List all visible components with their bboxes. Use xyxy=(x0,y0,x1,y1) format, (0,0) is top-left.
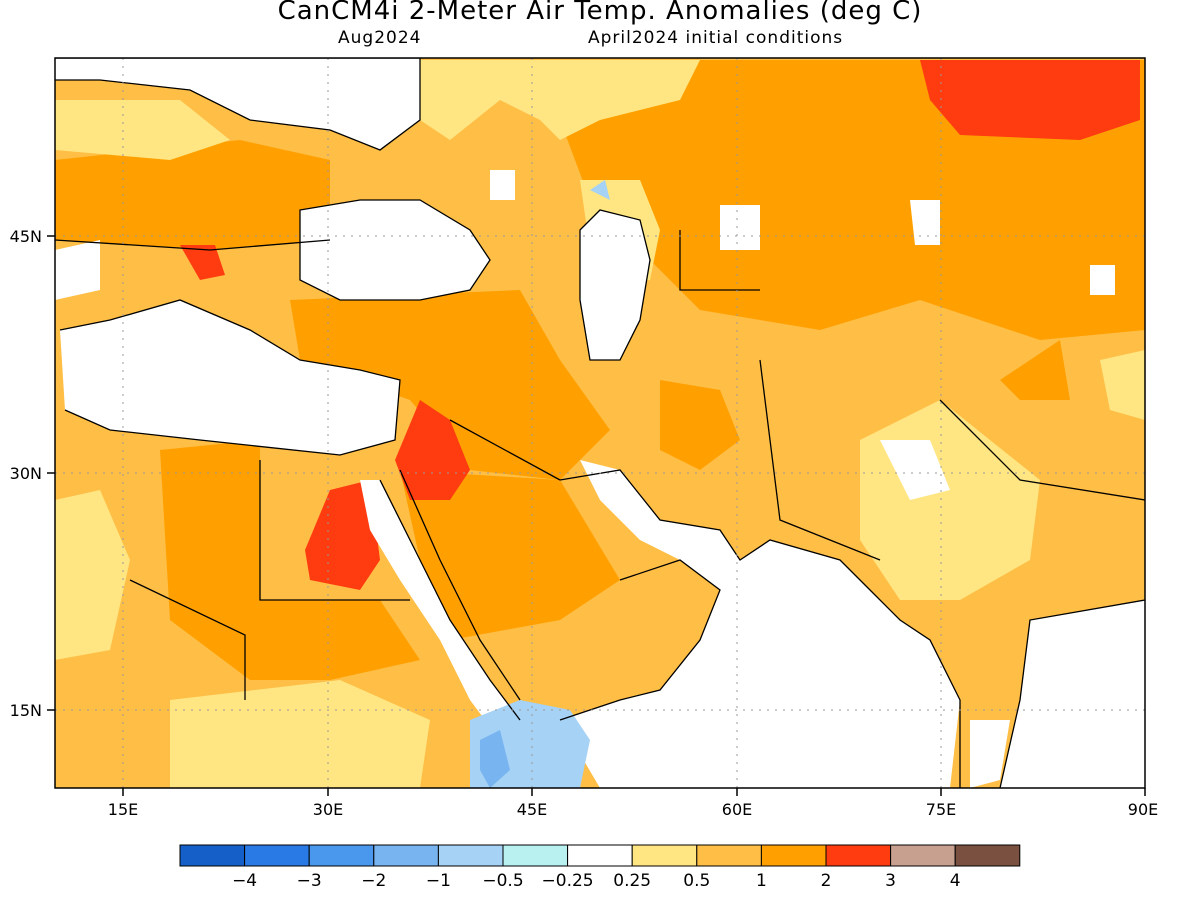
valid-month-label: Aug2024 xyxy=(338,28,422,48)
lon-label-45e: 45E xyxy=(517,800,547,819)
anomaly-zone-yellow-west-africa xyxy=(55,490,130,660)
anomaly-zone-orange-iran xyxy=(660,380,740,470)
anomaly-zone-orange-arabia xyxy=(400,470,620,640)
anomaly-zone-yellow-east xyxy=(1100,350,1145,420)
coastline-caspian xyxy=(579,209,651,361)
ocean-arabian-sea xyxy=(560,460,960,788)
coastline-oman xyxy=(559,559,721,721)
colorbar-label: 2 xyxy=(821,871,832,891)
colorbar-swatch xyxy=(825,844,892,867)
colorbar-label: 0.5 xyxy=(683,871,710,891)
colorbar-swatch xyxy=(567,844,633,867)
anomaly-zone-orange-tibet xyxy=(1000,340,1070,400)
coastline-layer xyxy=(55,58,1145,788)
colorbar-label: 4 xyxy=(950,871,961,891)
colorbar-label: 3 xyxy=(885,871,896,891)
ocean-sri-lanka-gap xyxy=(970,720,1010,788)
colorbar-label: 1 xyxy=(756,871,767,891)
anomaly-zone-orange-europe xyxy=(55,140,330,250)
colorbar-swatch xyxy=(631,844,698,867)
coastline-north xyxy=(55,58,421,151)
ocean-north-sea xyxy=(55,58,420,150)
map-frame xyxy=(54,57,1146,789)
missing-issyk xyxy=(1090,265,1115,295)
anomaly-zone-red-mongolia xyxy=(920,60,1140,140)
chart-title: CanCM4i 2-Meter Air Temp. Anomalies (deg… xyxy=(277,0,923,26)
colorbar-swatch xyxy=(760,844,827,867)
anomaly-zone-orange-sahara xyxy=(160,440,420,680)
lon-label-30e: 30E xyxy=(313,800,343,819)
colorbar-swatch xyxy=(502,844,569,867)
lon-label-90e: 90E xyxy=(1128,800,1158,819)
lon-label-60e: 60E xyxy=(722,800,752,819)
colorbar-label: 0.25 xyxy=(613,871,651,891)
colorbar-swatch xyxy=(179,844,246,867)
ocean-black-sea xyxy=(300,200,490,300)
colorbar-swatch xyxy=(373,844,439,867)
missing-italy-west xyxy=(55,240,100,300)
lon-label-15e: 15E xyxy=(108,800,138,819)
coastline-black-sea xyxy=(299,199,491,301)
colorbar: −4 −3 −2 −1 −0.5 −0.25 0.25 0.5 1 2 3 4 xyxy=(179,844,1021,891)
anomaly-zone-red-balkans xyxy=(180,245,225,280)
lat-label-15n: 15N xyxy=(10,701,42,720)
init-conditions-label: April2024 initial conditions xyxy=(588,28,844,48)
coastline-arabian-sea xyxy=(559,469,961,788)
anomaly-zone-orange-turkey-iraq xyxy=(290,290,610,480)
missing-thar xyxy=(880,440,950,500)
colorbar-swatch xyxy=(244,844,310,867)
country-borders xyxy=(55,230,1145,700)
lon-label-75e: 75E xyxy=(926,800,956,819)
colorbar-swatch xyxy=(308,844,375,867)
missing-balkhash xyxy=(910,200,940,245)
ocean-red-sea xyxy=(360,480,520,740)
colorbar-label: −3 xyxy=(297,871,322,891)
coastline-bay-of-bengal xyxy=(999,599,1145,788)
anomaly-zone-yellow-russia xyxy=(420,60,700,140)
colorbar-swatch xyxy=(954,844,1021,867)
colorbar-label: −0.25 xyxy=(542,871,594,891)
gridlines xyxy=(55,58,1145,788)
colorbar-label: −2 xyxy=(361,871,386,891)
anomaly-zone-yellow-north-europe xyxy=(55,100,230,160)
colorbar-swatch xyxy=(696,844,762,867)
colorbar-label: −1 xyxy=(426,871,451,891)
coastline-red-sea xyxy=(379,469,521,721)
colorbar-label: −4 xyxy=(232,871,257,891)
anomaly-zone-yellow-sahel xyxy=(170,680,430,788)
colorbar-swatch xyxy=(437,844,504,867)
anomaly-zone-red-jordan xyxy=(395,400,470,500)
missing-volga xyxy=(490,170,515,200)
ocean-bay-of-bengal xyxy=(1000,600,1145,788)
anomaly-zone-red-egypt xyxy=(305,480,380,590)
anomaly-fill-layer xyxy=(55,58,1145,788)
missing-aral xyxy=(720,205,760,250)
anomaly-zone-blue-caspian xyxy=(590,180,610,200)
colorbar-label: −0.5 xyxy=(482,871,523,891)
ocean-mediterranean xyxy=(60,300,400,455)
colorbar-swatch xyxy=(890,844,956,867)
coastline-mediterranean xyxy=(59,299,401,456)
lat-label-30n: 30N xyxy=(10,464,42,483)
axis-ticks xyxy=(47,235,1146,796)
lat-label-45n: 45N xyxy=(10,227,42,246)
anomaly-zone-darkblue-yemen xyxy=(480,730,510,788)
ocean-caspian xyxy=(580,210,650,360)
